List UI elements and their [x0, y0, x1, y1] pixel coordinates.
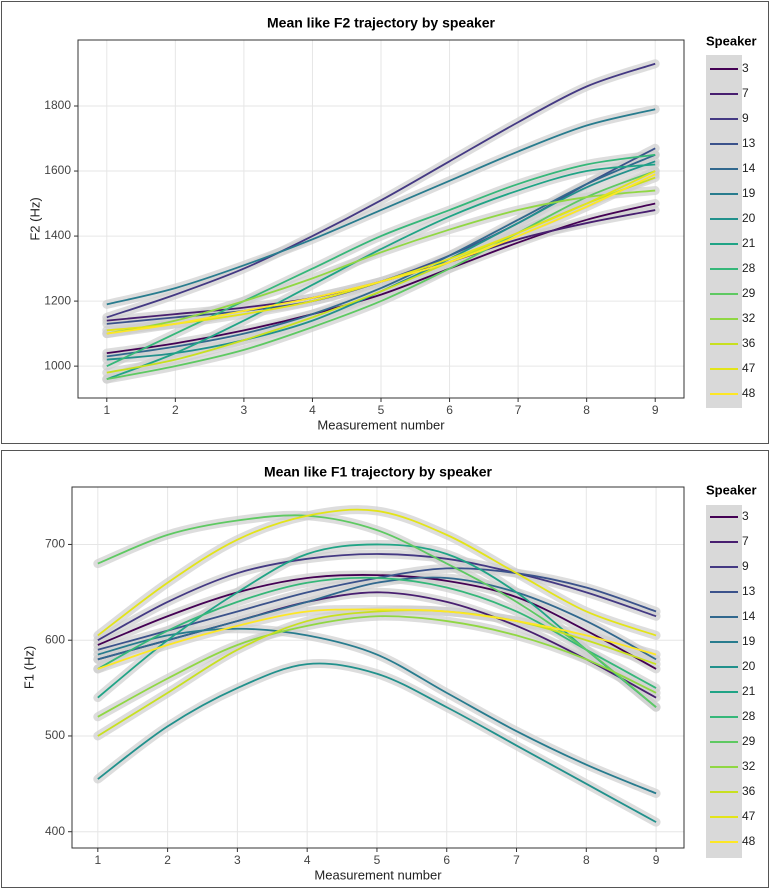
- series-line: [106, 202, 656, 355]
- series-line: [106, 163, 656, 380]
- x-tick-label: 9: [652, 403, 659, 417]
- legend-key-background: [706, 55, 742, 408]
- legend-label: 3: [742, 509, 749, 523]
- legend-label: 21: [742, 684, 756, 698]
- y-tick-label: 1400: [44, 228, 71, 242]
- y-tick-label: 1000: [44, 358, 71, 372]
- x-tick-label: 9: [653, 853, 660, 867]
- legend-title: Speaker: [706, 482, 757, 497]
- series-line: [97, 608, 657, 670]
- legend-label: 19: [742, 186, 756, 200]
- legend-title: Speaker: [706, 33, 757, 48]
- x-tick-label: 1: [94, 853, 101, 867]
- legend-label: 9: [742, 111, 749, 125]
- legend-label: 7: [742, 534, 749, 548]
- y-tick-label: 500: [45, 728, 65, 742]
- plot-border: [71, 486, 685, 849]
- x-tick-label: 8: [583, 403, 590, 417]
- legend-label: 3: [742, 61, 749, 75]
- x-tick-label: 5: [374, 853, 381, 867]
- x-tick-label: 2: [164, 853, 171, 867]
- y-tick-label: 1200: [44, 293, 71, 307]
- legend-label: 21: [742, 236, 756, 250]
- legend-label: 9: [742, 559, 749, 573]
- series-line: [97, 615, 657, 718]
- legend-label: 20: [742, 659, 756, 673]
- legend-label: 14: [742, 609, 756, 623]
- x-tick-label: 8: [583, 853, 590, 867]
- series-line: [97, 574, 657, 670]
- series-line: [106, 108, 656, 306]
- series-line: [97, 662, 657, 823]
- plot-border: [77, 39, 685, 399]
- y-tick-label: 400: [45, 824, 65, 838]
- x-tick-label: 2: [172, 403, 179, 417]
- series-line: [97, 609, 657, 737]
- legend-label: 14: [742, 161, 756, 175]
- panel-frame: [1, 1, 769, 444]
- x-axis-title: Measurement number: [314, 867, 442, 882]
- legend-label: 47: [742, 809, 756, 823]
- legend-label: 28: [742, 709, 756, 723]
- panel-frame: [1, 450, 769, 888]
- series-line: [106, 170, 656, 381]
- chart-title: Mean like F1 trajectory by speaker: [264, 464, 493, 480]
- series-line: [106, 153, 656, 367]
- x-axis-title: Measurement number: [317, 417, 445, 432]
- series-line: [97, 627, 657, 795]
- series-line: [97, 576, 657, 689]
- series-line: [97, 508, 657, 637]
- legend-label: 36: [742, 336, 756, 350]
- legend-label: 20: [742, 211, 756, 225]
- legend-label: 29: [742, 734, 756, 748]
- legend-label: 19: [742, 634, 756, 648]
- y-axis-title: F1 (Hz): [21, 646, 36, 689]
- series-line: [97, 514, 657, 708]
- series-line: [106, 189, 656, 335]
- legend-label: 48: [742, 834, 756, 848]
- x-tick-label: 4: [304, 853, 311, 867]
- legend-label: 13: [742, 136, 756, 150]
- x-tick-label: 7: [515, 403, 522, 417]
- legend-key-background: [706, 505, 742, 858]
- legend-label: 32: [742, 759, 756, 773]
- y-axis-title: F2 (Hz): [27, 197, 42, 240]
- legend-label: 13: [742, 584, 756, 598]
- series-line: [97, 553, 657, 641]
- x-tick-label: 6: [443, 853, 450, 867]
- x-tick-label: 5: [378, 403, 385, 417]
- y-tick-label: 700: [45, 537, 65, 551]
- legend-label: 29: [742, 286, 756, 300]
- x-tick-label: 4: [309, 403, 316, 417]
- legend-label: 32: [742, 311, 756, 325]
- x-tick-label: 3: [241, 403, 248, 417]
- y-tick-label: 1800: [44, 98, 71, 112]
- series-line: [106, 173, 656, 335]
- legend-label: 7: [742, 86, 749, 100]
- x-tick-label: 1: [103, 403, 110, 417]
- x-tick-label: 3: [234, 853, 241, 867]
- x-tick-label: 7: [513, 853, 520, 867]
- y-tick-label: 1600: [44, 163, 71, 177]
- series-line: [106, 62, 656, 319]
- legend-label: 36: [742, 784, 756, 798]
- series-line: [97, 576, 657, 661]
- y-tick-label: 600: [45, 632, 65, 646]
- legend-label: 48: [742, 386, 756, 400]
- x-tick-label: 6: [446, 403, 453, 417]
- legend-label: 47: [742, 361, 756, 375]
- chart-title: Mean like F2 trajectory by speaker: [267, 15, 496, 31]
- legend-label: 28: [742, 261, 756, 275]
